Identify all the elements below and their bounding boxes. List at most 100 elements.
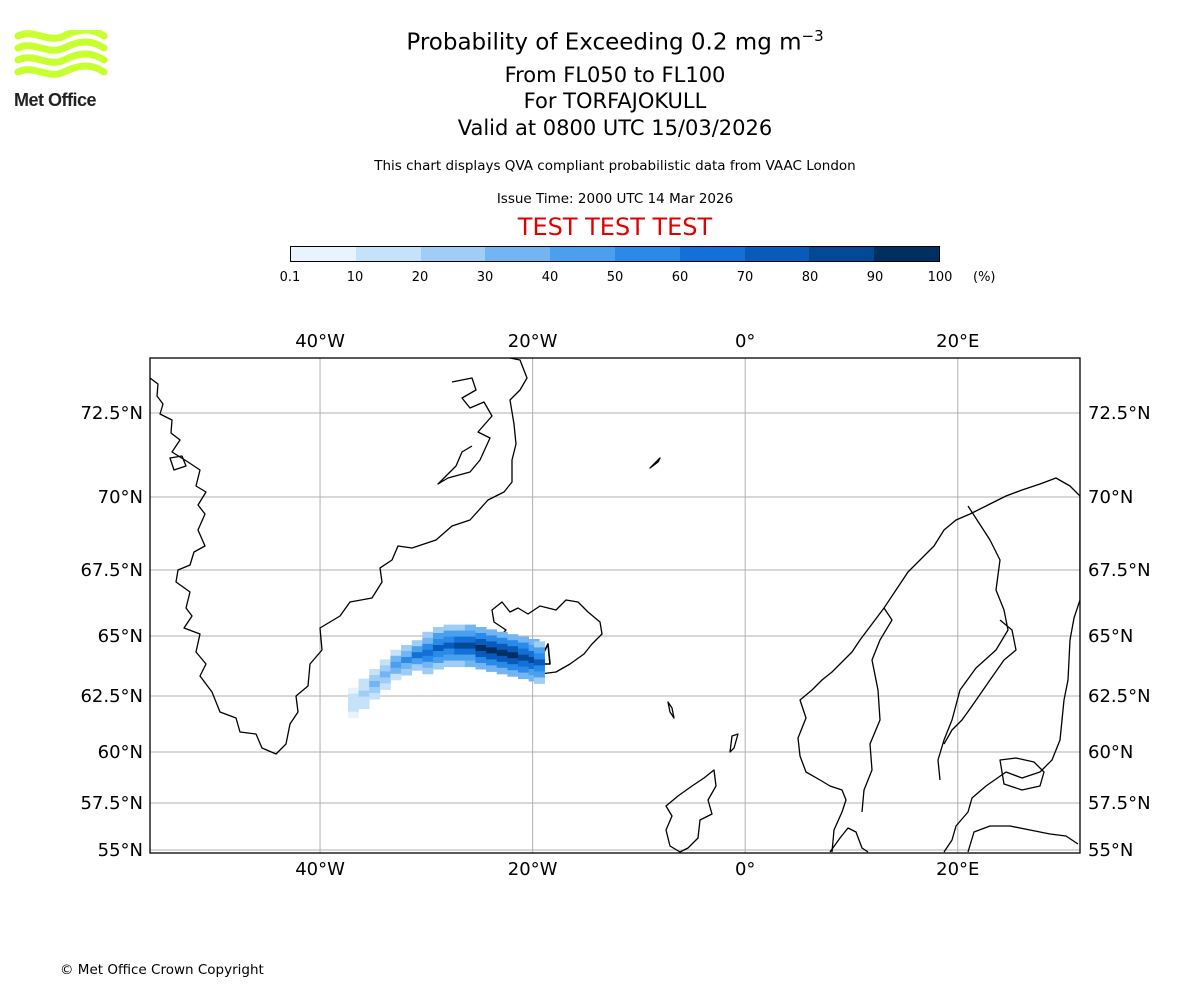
plume-cell [475,627,487,634]
coastline-greenland-fjord [437,377,493,485]
plume-cell [496,631,508,639]
plume-cell [422,637,434,645]
logo-wave-4 [14,62,108,78]
latitude-label-left: 65°N [98,626,143,647]
coastline-baltic [999,757,1045,791]
logo-wave-1 [14,26,108,42]
coastline-sweden-finland-border [937,505,1009,781]
longitude-label: 0° [735,859,755,880]
plume-cell [443,660,455,668]
plume-cell [401,657,413,664]
longitude-label: 40°W [295,331,345,352]
plume-cell [390,673,402,681]
plume-cell [464,630,476,638]
plume-cell [358,702,370,710]
plume-cell [533,665,545,672]
plume-cell [422,643,434,651]
colorbar-segment [679,247,745,261]
plume-cell [411,652,423,659]
plume-cell [533,659,545,666]
latitude-label-right: 72.5°N [1088,403,1151,424]
plume-cell [486,659,498,666]
plume-cell [422,631,434,639]
coastline-gulf-bothnia [943,619,1017,745]
plume-cell [533,647,545,654]
plume-cell [358,690,370,698]
plume-cell [475,657,487,664]
plume-cell [464,660,476,668]
latitude-label-left: 55°N [98,840,143,861]
colorbar-unit: (%) [973,270,996,285]
latitude-label-left: 60°N [98,742,143,763]
plume-cell [486,641,498,648]
plume-cell [507,640,519,647]
plume-cell [347,705,359,713]
plume-cell [475,645,487,652]
plume-cell [379,683,391,690]
plume-cell [454,660,466,668]
longitude-label: 40°W [295,859,345,880]
latitude-label-left: 57.5°N [80,793,143,814]
colorbar-tick-label: 30 [476,270,494,285]
plume-cell [401,651,413,658]
plume-cell [533,671,545,678]
plume-cell [443,624,455,632]
test-banner: TEST TEST TEST [517,213,713,241]
plume-cell [379,665,391,672]
colorbar-segment [809,247,875,261]
colorbar-segment [614,247,680,261]
plume-cell [379,671,391,678]
plume-cell [486,653,498,660]
plume-cell [518,642,529,650]
plume-cell [454,654,466,662]
plume-cell [422,655,434,663]
plume-cell [533,653,545,660]
plume-cell [486,665,498,672]
plume-cell [507,664,519,671]
volcano-title: For TORFAJOKULL [523,89,707,113]
plume-cell [347,687,359,695]
plume-cell [518,648,529,656]
latitude-label-left: 70°N [98,487,143,508]
plume-cell [422,667,434,675]
plume-cell [411,658,423,665]
logo-waves-icon [14,26,108,78]
plume-cell [443,636,455,644]
coastline-greenland-island [169,455,187,471]
coastline-scotland [665,769,717,853]
plume-cell [464,636,476,644]
latitude-label-right: 67.5°N [1088,560,1151,581]
plume-cell [401,663,413,670]
valid-time: Valid at 0800 UTC 15/03/2026 [457,116,773,140]
plume-cell [369,681,381,688]
plume-cell [432,627,444,634]
plume-cell [401,645,413,652]
plume-cell [369,687,381,694]
longitude-label: 0° [735,331,755,352]
plume-cell [401,669,413,676]
longitude-label: 20°E [936,859,979,880]
plume-cell [533,641,545,648]
plume-cell [496,655,508,663]
plume-cell [358,696,370,704]
latitude-label-right: 70°N [1088,487,1133,508]
plume-cell [454,636,466,644]
coastline-scandinavia [797,477,1080,853]
plume-cell [518,672,529,680]
plume-cell [358,678,370,686]
plume-cell [411,640,423,647]
plume-cell [411,664,423,671]
plume-cell [369,675,381,682]
plume-cell [379,659,391,666]
longitude-label: 20°W [508,859,558,880]
coastline-south-baltic [967,825,1079,853]
latitude-label-right: 60°N [1088,742,1133,763]
plume-cell [347,711,359,719]
plume-cell [432,657,444,664]
plume-cell [496,649,508,657]
coastline-jan-mayen [649,457,661,469]
plume-cell [464,654,476,662]
colorbar-segment [355,247,421,261]
plume-cell [411,646,423,653]
